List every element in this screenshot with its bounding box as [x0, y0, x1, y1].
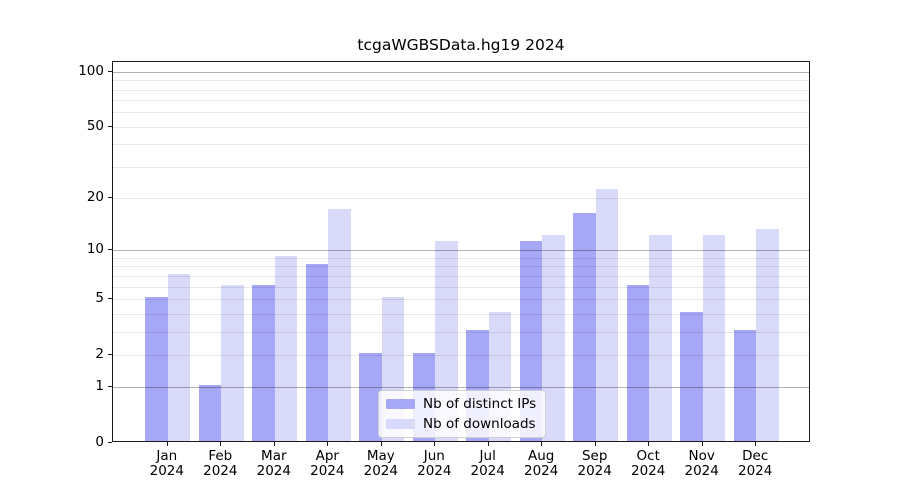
- bar-downloads-feb: [221, 284, 244, 441]
- x-tick-label-dec: Dec 2024: [738, 448, 773, 479]
- legend-label-distinct-ips: Nb of distinct IPs: [423, 396, 537, 412]
- x-tick-mark: [541, 442, 543, 446]
- grid-line-minor: [113, 198, 809, 200]
- y-tick-label-50: 50: [86, 117, 104, 134]
- x-tick-label-apr: Apr 2024: [310, 448, 345, 479]
- grid-line-minor: [113, 80, 809, 82]
- grid-line-minor: [113, 112, 809, 114]
- x-tick-label-may: May 2024: [363, 448, 398, 479]
- downloads-swatch-icon: [386, 419, 415, 429]
- y-tick-label-1: 1: [95, 378, 104, 395]
- legend-label-downloads: Nb of downloads: [423, 416, 536, 432]
- x-tick-mark: [755, 442, 757, 446]
- y-tick-label-2: 2: [95, 345, 104, 362]
- bar-distinct-ips-dec: [733, 329, 757, 441]
- x-tick-label-jan: Jan 2024: [149, 448, 184, 479]
- plot-area: [112, 61, 810, 442]
- y-tick-label-0: 0: [95, 434, 104, 450]
- grid-line-minor: [113, 89, 809, 91]
- x-tick-mark: [648, 442, 650, 446]
- x-tick-label-oct: Oct 2024: [631, 448, 666, 479]
- bar-downloads-jan: [167, 273, 191, 441]
- grid-line-major: [113, 71, 809, 73]
- x-tick-mark: [380, 442, 382, 446]
- x-tick-label-aug: Aug 2024: [524, 448, 559, 479]
- y-tick-mark: [108, 353, 112, 355]
- y-tick-mark: [108, 249, 112, 251]
- distinct-ips-swatch-icon: [386, 399, 415, 409]
- bar-distinct-ips-nov: [680, 311, 703, 441]
- x-tick-label-jun: Jun 2024: [417, 448, 452, 479]
- bar-downloads-oct: [649, 234, 672, 441]
- x-tick-mark: [701, 442, 703, 446]
- x-tick-label-jul: Jul 2024: [470, 448, 505, 479]
- y-tick-label-20: 20: [86, 189, 104, 206]
- legend: Nb of distinct IPs Nb of downloads: [378, 390, 546, 438]
- y-tick-label-10: 10: [86, 241, 104, 258]
- x-tick-label-mar: Mar 2024: [256, 448, 291, 479]
- legend-row-distinct-ips: Nb of distinct IPs: [386, 396, 537, 412]
- x-tick-mark: [220, 442, 222, 446]
- bar-distinct-ips-sep: [573, 213, 596, 441]
- x-tick-label-feb: Feb 2024: [203, 448, 238, 479]
- y-tick-mark: [108, 386, 112, 388]
- bar-downloads-aug: [542, 234, 565, 441]
- y-tick-label-100: 100: [78, 62, 104, 79]
- y-tick-mark: [108, 442, 112, 443]
- bar-downloads-apr: [328, 208, 351, 441]
- grid-line-minor: [113, 126, 809, 128]
- bar-distinct-ips-jan: [145, 296, 168, 441]
- bar-downloads-mar: [274, 255, 298, 441]
- bar-distinct-ips-oct: [626, 284, 650, 441]
- grid-line-minor: [113, 100, 809, 102]
- y-tick-mark: [108, 125, 112, 127]
- bar-distinct-ips-may: [359, 352, 382, 441]
- legend-row-downloads: Nb of downloads: [386, 416, 537, 432]
- grid-line-minor: [113, 166, 809, 168]
- x-tick-mark: [487, 442, 489, 446]
- x-tick-mark: [327, 442, 329, 446]
- y-tick-mark: [108, 70, 112, 72]
- x-tick-mark: [594, 442, 596, 446]
- x-tick-label-sep: Sep 2024: [577, 448, 612, 479]
- bar-downloads-sep: [595, 188, 619, 441]
- bar-downloads-dec: [756, 228, 779, 441]
- chart-title: tcgaWGBSData.hg19 2024: [357, 36, 565, 54]
- bar-downloads-nov: [702, 234, 726, 441]
- bar-distinct-ips-apr: [305, 264, 329, 441]
- x-tick-mark: [434, 442, 436, 446]
- y-tick-mark: [108, 197, 112, 199]
- x-tick-mark: [273, 442, 275, 446]
- x-tick-mark: [166, 442, 168, 446]
- bar-distinct-ips-feb: [198, 385, 222, 441]
- bar-distinct-ips-mar: [252, 284, 275, 441]
- y-tick-mark: [108, 297, 112, 299]
- grid-line-minor: [113, 144, 809, 146]
- y-tick-label-5: 5: [95, 289, 104, 306]
- x-tick-label-nov: Nov 2024: [684, 448, 719, 479]
